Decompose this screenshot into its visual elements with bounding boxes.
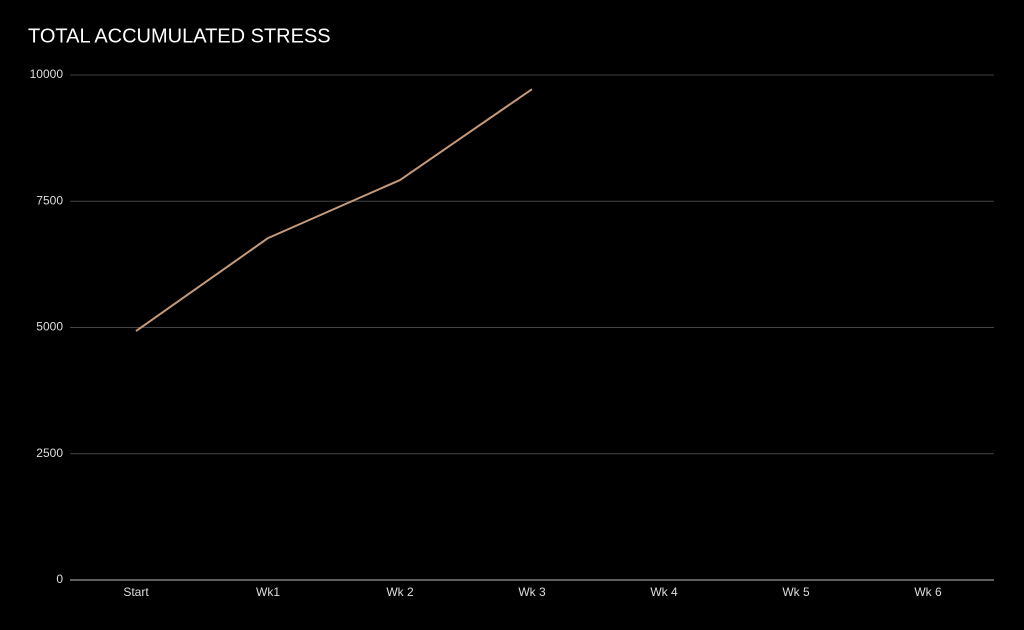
x-tick-label: Wk 6 [914, 585, 942, 599]
y-tick-label: 5000 [36, 320, 63, 334]
x-tick-label: Wk 3 [518, 585, 546, 599]
y-tick-label: 10000 [30, 67, 64, 81]
y-tick-label: 0 [56, 572, 63, 586]
y-tick-label: 7500 [36, 193, 63, 207]
x-tick-label: Start [123, 585, 149, 599]
chart-title: TOTAL ACCUMULATED STRESS [28, 25, 331, 47]
x-tick-label: Wk 5 [782, 585, 810, 599]
x-tick-label: Wk1 [256, 585, 280, 599]
x-tick-label: Wk 2 [386, 585, 414, 599]
x-tick-label: Wk 4 [650, 585, 678, 599]
data-line [135, 88, 533, 332]
y-tick-label: 2500 [36, 446, 63, 460]
